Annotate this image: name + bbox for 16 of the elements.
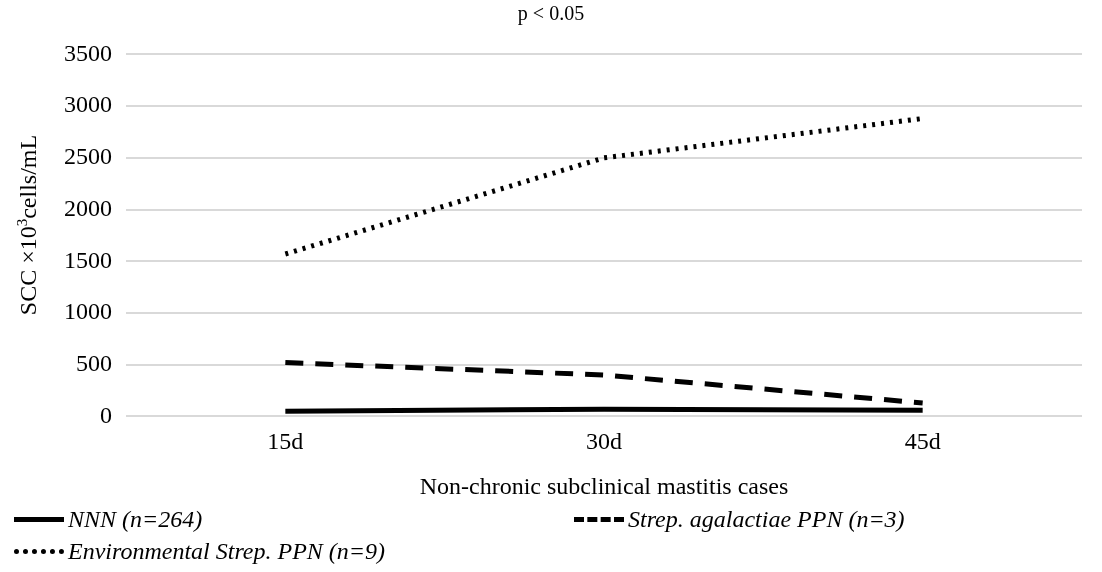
- x-axis-title: Non-chronic subclinical mastitis cases: [419, 472, 789, 499]
- x-tick-label: 30d: [586, 428, 622, 455]
- y-tick-label: 3000: [64, 91, 112, 118]
- legend-label: Strep. agalactiae PPN (n=3): [628, 506, 905, 533]
- legend-label: Environmental Strep. PPN (n=9): [68, 538, 386, 565]
- y-tick-label: 2500: [64, 143, 112, 170]
- x-tick-label: 15d: [267, 428, 304, 455]
- text: p < 0.05: [516, 1, 586, 26]
- y-tick-label: 500: [76, 349, 112, 376]
- x-tick-label: 45d: [904, 428, 941, 455]
- legend-label: NNN (n=264): [68, 506, 203, 533]
- y-tick-label: 2000: [64, 194, 112, 221]
- y-tick-label: 1000: [64, 298, 112, 325]
- y-tick-label: 1500: [64, 246, 112, 273]
- y-tick-label: 0: [100, 401, 112, 428]
- y-tick-label: 3500: [64, 39, 112, 66]
